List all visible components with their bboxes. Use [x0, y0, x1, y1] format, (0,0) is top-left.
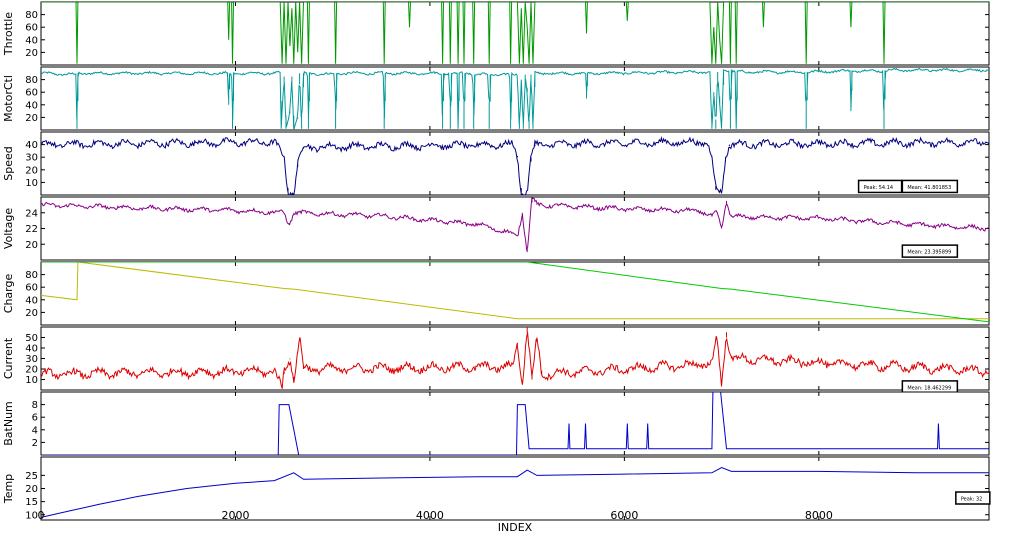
annotation-box — [901, 179, 959, 194]
panel-temp: 10 15 20 25 Temp Peak: 32 — [2, 456, 991, 521]
y-axis-label: Charge — [2, 274, 15, 314]
y-tick-label: 10 — [25, 178, 38, 189]
y-axis-label: BatNum — [2, 401, 15, 446]
y-tick-label: 25 — [25, 471, 38, 482]
y-tick-label: 10 — [25, 375, 38, 386]
panel-frame — [40, 1, 990, 66]
annotation-label: Mean: 23.395899 — [907, 250, 951, 256]
panels-group: 20406080Throttle20406080MotorCtl10203040… — [2, 1, 991, 521]
y-tick-label: 60 — [25, 23, 38, 34]
x-tick-label: 6000 — [610, 509, 638, 522]
y-axis-label: Throttle — [2, 12, 15, 56]
y-tick-label: 8 — [32, 400, 38, 411]
y-tick-label: 22 — [25, 224, 38, 235]
y-tick-label: 40 — [25, 140, 38, 151]
annotation-label: Mean: 41.801853 — [907, 185, 951, 191]
panel-frame — [40, 456, 990, 521]
panel-batnum: 2 46 8 BatNum — [2, 391, 990, 456]
panel-frame — [40, 196, 990, 261]
annotation-label: Peak: 54.14 — [864, 185, 893, 191]
y-tick-label: 15 — [25, 497, 38, 508]
y-axis-label: Temp — [2, 474, 15, 504]
x-tick-label: 4000 — [416, 509, 444, 522]
y-tick-label: 50 — [25, 333, 38, 344]
y-tick-label: 24 — [25, 208, 38, 219]
x-tick-label: 0 — [38, 509, 45, 522]
y-tick-label: 30 — [25, 354, 38, 365]
series-line-throttle-0 — [41, 2, 989, 64]
y-tick-label: 2 — [32, 438, 38, 449]
annotation-box — [955, 491, 991, 505]
series-line-temp-0 — [41, 466, 989, 518]
y-tick-label: 30 — [25, 153, 38, 164]
panel-frame — [40, 66, 990, 131]
x-axis: 0 2000 4000 6000 8000 — [38, 509, 833, 522]
y-tick-label: 20 — [25, 484, 38, 495]
y-tick-label: 10 — [25, 510, 38, 521]
annotation-label: Peak: 32 — [961, 497, 983, 503]
y-tick-label: 20 — [25, 113, 38, 124]
y-tick-label: 80 — [25, 75, 38, 86]
y-tick-label: 6 — [32, 413, 38, 424]
panel-frame — [40, 391, 990, 456]
y-tick-label: 4 — [32, 425, 38, 436]
y-axis-label: Speed — [2, 146, 15, 180]
y-tick-label: 80 — [25, 270, 38, 281]
y-tick-label: 20 — [25, 48, 38, 59]
y-tick-label: 40 — [25, 344, 38, 355]
y-tick-label: 60 — [25, 283, 38, 294]
y-tick-label: 40 — [25, 100, 38, 111]
x-axis-label: INDEX — [498, 521, 533, 534]
y-tick-label: 60 — [25, 88, 38, 99]
series-line-charge-1 — [41, 262, 989, 323]
x-tick-label: 8000 — [805, 509, 833, 522]
panel-frame — [40, 261, 990, 326]
y-tick-label: 20 — [25, 240, 38, 251]
y-tick-label: 20 — [25, 308, 38, 319]
series-line-batnum-0 — [41, 392, 989, 455]
y-tick-label: 20 — [25, 365, 38, 376]
annotation-label: Mean: 18.462299 — [907, 385, 951, 391]
y-axis-label: Voltage — [2, 208, 15, 249]
annotation-box — [857, 179, 903, 194]
y-tick-label: 40 — [25, 295, 38, 306]
panel-frame — [40, 131, 990, 196]
panel-frame — [40, 326, 990, 391]
x-tick-label: 2000 — [221, 509, 249, 522]
series-line-charge-0 — [41, 262, 989, 320]
y-axis-label: Current — [2, 337, 15, 379]
y-tick-label: 40 — [25, 35, 38, 46]
panel-voltage: 20 22 24 Voltage Mean: 23.395899 — [2, 196, 990, 261]
y-axis-label: MotorCtl — [2, 75, 15, 122]
y-tick-label: 20 — [25, 165, 38, 176]
y-tick-label: 80 — [25, 10, 38, 21]
annotation-box — [901, 244, 959, 258]
